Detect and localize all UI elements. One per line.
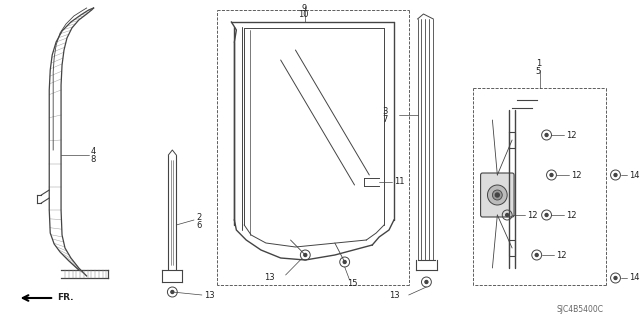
Circle shape <box>488 185 507 205</box>
Text: 10: 10 <box>298 10 309 19</box>
Circle shape <box>425 280 428 284</box>
Text: 4: 4 <box>91 147 96 157</box>
Circle shape <box>304 254 307 256</box>
FancyBboxPatch shape <box>481 173 514 217</box>
Text: 6: 6 <box>196 220 202 229</box>
Circle shape <box>495 193 499 197</box>
Text: 8: 8 <box>91 155 96 165</box>
Circle shape <box>550 174 553 176</box>
Text: 13: 13 <box>264 272 275 281</box>
Circle shape <box>506 213 509 217</box>
Text: 12: 12 <box>527 211 538 219</box>
Text: 14: 14 <box>629 170 640 180</box>
Text: 13: 13 <box>389 291 399 300</box>
Text: 7: 7 <box>382 115 387 123</box>
Text: 12: 12 <box>571 170 582 180</box>
Text: 14: 14 <box>629 273 640 283</box>
Text: 11: 11 <box>394 177 404 187</box>
Circle shape <box>535 254 538 256</box>
Circle shape <box>171 291 174 293</box>
Text: 2: 2 <box>196 212 201 221</box>
Text: 1: 1 <box>536 60 541 69</box>
Circle shape <box>343 261 346 263</box>
Circle shape <box>614 174 617 176</box>
Text: 12: 12 <box>566 130 577 139</box>
Text: FR.: FR. <box>57 293 74 302</box>
Circle shape <box>614 277 617 279</box>
Text: 15: 15 <box>347 279 357 288</box>
Text: SJC4B5400C: SJC4B5400C <box>556 306 604 315</box>
Text: 12: 12 <box>556 250 567 259</box>
Text: 13: 13 <box>204 291 214 300</box>
Text: 3: 3 <box>382 107 387 115</box>
Text: 12: 12 <box>566 211 577 219</box>
Text: 5: 5 <box>536 68 541 77</box>
Circle shape <box>492 190 502 200</box>
Circle shape <box>545 213 548 217</box>
Circle shape <box>545 133 548 137</box>
Text: 9: 9 <box>301 4 307 13</box>
